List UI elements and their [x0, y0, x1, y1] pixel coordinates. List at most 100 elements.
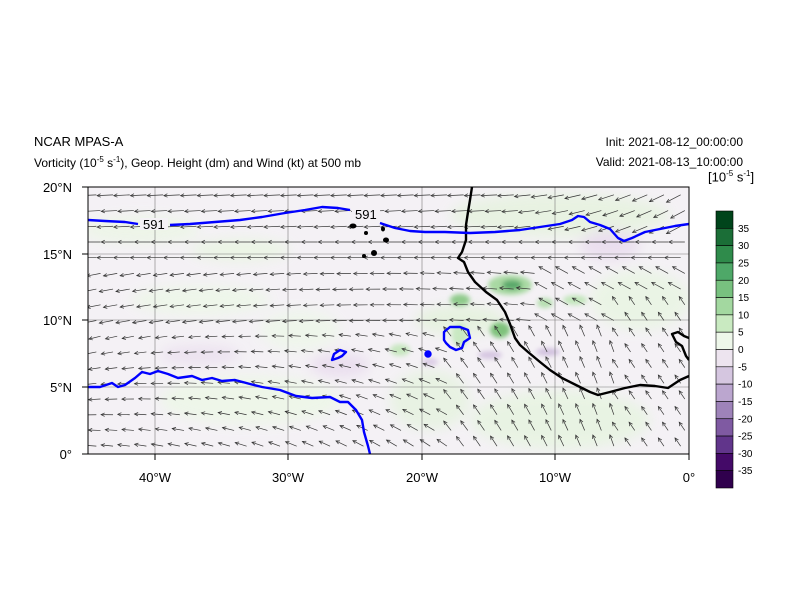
wind-arrowhead	[348, 287, 354, 292]
wind-arrowhead	[83, 289, 87, 292]
wind-arrowhead	[271, 395, 277, 400]
wind-arrowhead	[401, 347, 406, 352]
wind-arrowhead	[511, 356, 516, 362]
wind-arrow	[251, 411, 264, 416]
wind-arrow	[299, 320, 314, 322]
wind-arrow	[97, 225, 114, 228]
wind-arrowhead	[530, 194, 536, 199]
wind-arrow	[503, 271, 518, 274]
wind-arrow	[218, 412, 230, 416]
vort-blob	[260, 310, 340, 350]
wind-arrowhead	[117, 239, 122, 245]
wind-arrowhead	[434, 209, 439, 214]
wind-arrowhead	[678, 358, 683, 364]
wind-arrowhead	[609, 434, 613, 439]
wind-arrowhead	[188, 426, 193, 431]
wind-arrow	[380, 194, 397, 197]
wind-arrowhead	[571, 297, 577, 302]
units-exp: -5	[726, 169, 734, 178]
wind-arrow	[562, 325, 569, 337]
wind-arrow	[222, 335, 235, 338]
wind-arrow	[172, 428, 185, 431]
wind-arrow	[534, 282, 548, 290]
colorbar-label: 35	[738, 224, 750, 235]
wind-arrowhead	[611, 358, 617, 364]
wind-arrow	[645, 327, 652, 337]
wind-arrowhead	[98, 320, 104, 325]
wind-arrow	[592, 340, 598, 353]
wind-arrowhead	[321, 333, 327, 338]
wind-arrowhead	[200, 380, 206, 385]
wind-arrowhead	[334, 239, 339, 245]
wind-arrowhead	[88, 273, 91, 278]
wind-arrowhead	[250, 209, 256, 214]
wind-arrow	[473, 404, 481, 415]
lon-label: 20°W	[406, 470, 439, 485]
wind-arrow	[232, 288, 247, 291]
height-contours	[88, 205, 689, 454]
wind-arrow	[575, 340, 581, 353]
wind-arrowhead	[453, 270, 458, 275]
vort-blob	[470, 390, 650, 450]
wind-arrow	[548, 225, 564, 230]
wind-arrowhead	[494, 325, 499, 331]
wind-arrow	[437, 303, 452, 306]
wind-arrow	[436, 439, 448, 447]
wind-arrowhead	[436, 438, 442, 443]
wind-arrow	[88, 304, 101, 308]
wind-arrow	[470, 303, 485, 306]
wind-arrowhead	[202, 303, 208, 309]
wind-arrow	[401, 348, 414, 353]
tick-marks	[82, 186, 690, 460]
init-time: Init: 2021-08-12_00:00:00	[605, 135, 743, 149]
wind-arrowhead	[657, 374, 662, 380]
wind-arrowhead	[584, 281, 589, 286]
wind-arrowhead	[651, 239, 656, 245]
wind-arrowhead	[305, 425, 311, 430]
wind-arrow	[562, 387, 569, 400]
wind-arrowhead	[200, 442, 206, 446]
wind-arrow	[436, 408, 448, 416]
wind-arrow	[282, 288, 297, 291]
wind-arrowhead	[417, 347, 423, 352]
wind-arrow	[579, 325, 585, 337]
wind-arrowhead	[402, 409, 407, 413]
wind-arrowhead	[368, 439, 374, 444]
wind-arrowhead	[283, 349, 289, 354]
wind-arrow	[490, 435, 498, 447]
wind-arrowhead	[498, 317, 504, 322]
wind-arrowhead	[396, 255, 402, 260]
wind-arrowhead	[453, 302, 458, 307]
wind-arrow	[670, 210, 685, 219]
wind-arrowhead	[150, 381, 155, 386]
wind-arrowhead	[501, 209, 506, 214]
wind-arrow	[318, 210, 335, 212]
wind-arrowhead	[575, 402, 579, 408]
wind-arrowhead	[596, 418, 601, 424]
wind-arrowhead	[322, 425, 328, 430]
wind-arrowhead	[102, 304, 108, 309]
wind-arrowhead	[202, 272, 208, 277]
wind-arrow	[645, 390, 652, 400]
wind-arrowhead	[624, 405, 629, 411]
wind-arrow	[236, 273, 251, 276]
wind-arrow	[220, 304, 235, 307]
wind-arrowhead	[100, 412, 105, 417]
wind-arrow	[105, 429, 118, 431]
wind-arrow	[186, 273, 201, 276]
wind-arrowhead	[356, 424, 361, 429]
wind-arrowhead	[179, 255, 185, 260]
wind-arrowhead	[490, 372, 495, 378]
wind-arrowhead	[313, 255, 318, 260]
wind-arrowhead	[422, 362, 428, 367]
wind-arrow	[134, 210, 151, 212]
wind-arrow	[289, 426, 301, 431]
wind-arrowhead	[335, 440, 340, 445]
wind-arrowhead	[432, 318, 437, 323]
wind-arrowhead	[150, 442, 156, 447]
wind-arrowhead	[575, 340, 579, 345]
wind-arrowhead	[317, 209, 323, 214]
wind-arrowhead	[238, 426, 244, 431]
wind-arrow	[511, 357, 519, 368]
wind-arrowhead	[233, 349, 239, 354]
